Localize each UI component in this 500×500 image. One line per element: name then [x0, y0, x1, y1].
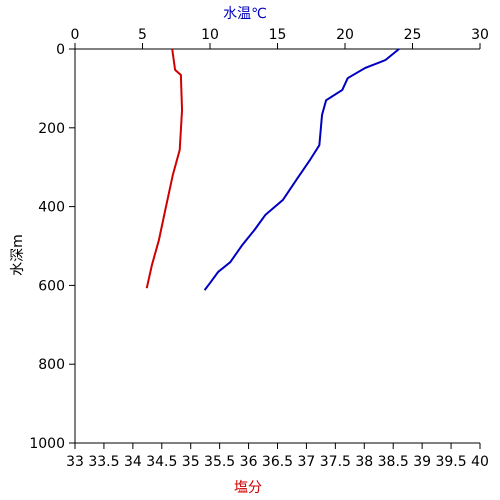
y-axis-title: 水深m — [10, 234, 26, 276]
x-tick-label: 33.5 — [88, 454, 119, 470]
x-tick-label: 35.5 — [204, 454, 235, 470]
x-tick-label: 35 — [182, 454, 200, 470]
top-axis-title: 水温℃ — [223, 6, 267, 22]
x-tick-label: 34 — [124, 454, 142, 470]
x-tick-label: 36.5 — [262, 454, 293, 470]
x-tick-label: 38 — [355, 454, 373, 470]
x2-tick-label: 5 — [138, 27, 147, 43]
x2-tick-label: 25 — [404, 27, 422, 43]
y-tick-label: 400 — [38, 200, 65, 216]
x2-tick-label: 30 — [471, 27, 489, 43]
x-tick-label: 34.5 — [146, 454, 177, 470]
y-tick-label: 200 — [38, 121, 65, 137]
x-tick-label: 40 — [471, 454, 489, 470]
x-tick-label: 36 — [240, 454, 258, 470]
y-tick-label: 600 — [38, 278, 65, 294]
x2-tick-label: 10 — [201, 27, 219, 43]
x-tick-label: 38.5 — [378, 454, 409, 470]
y-tick-label: 0 — [56, 42, 65, 58]
y-tick-label: 1000 — [29, 436, 65, 452]
x-tick-label: 39.5 — [435, 454, 466, 470]
x-tick-label: 33 — [66, 454, 84, 470]
x-tick-label: 37 — [298, 454, 316, 470]
x2-tick-label: 20 — [336, 27, 354, 43]
x2-tick-label: 15 — [269, 27, 287, 43]
profile-line — [145, 48, 184, 289]
x-tick-label: 39 — [413, 454, 431, 470]
y-tick-label: 800 — [38, 357, 65, 373]
x2-tick-label: 0 — [71, 27, 80, 43]
profile-line — [203, 48, 400, 291]
bottom-axis-title: 塩分 — [234, 480, 262, 496]
x-tick-label: 37.5 — [320, 454, 351, 470]
